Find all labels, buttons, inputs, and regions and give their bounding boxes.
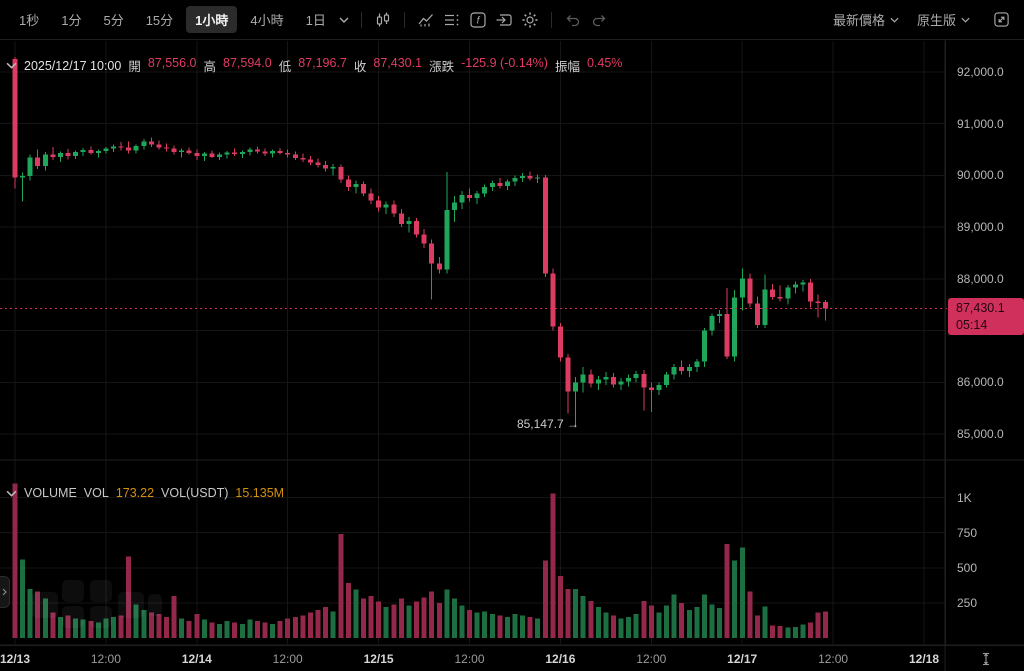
watermark-block — [32, 592, 58, 618]
indicators-icon[interactable] — [413, 7, 439, 33]
toolbar-divider — [403, 11, 405, 28]
price-axis-label: 91,000.0 — [957, 116, 1004, 131]
time-axis-label: 12/13 — [0, 652, 31, 666]
time-axis-label: 12:00 — [454, 652, 485, 666]
volume-axis-label: 1K — [957, 490, 972, 505]
chart-version-label: 原生版 — [916, 13, 956, 28]
time-axis-label: 12/15 — [363, 652, 394, 666]
collapse-chevron-icon[interactable] — [6, 490, 17, 497]
volume-title: VOLUME — [24, 486, 77, 500]
legend-field-label: 收 — [353, 60, 367, 74]
settings-gear-icon[interactable] — [517, 7, 543, 33]
price-mode-dropdown[interactable]: 最新價格 — [833, 10, 899, 29]
chevron-right-icon — [2, 588, 7, 596]
undo-icon[interactable] — [560, 7, 586, 33]
watermark-block — [148, 594, 162, 616]
legend-field-value: 87,196.7 — [298, 56, 347, 70]
price-axis-label: 89,000.0 — [957, 220, 1004, 235]
legend-field-label: 開 — [128, 60, 141, 74]
time-axis-label: 12/14 — [181, 652, 212, 666]
svg-text:f: f — [476, 15, 480, 26]
time-axis-label: 12:00 — [90, 652, 121, 666]
fullscreen-expand-icon[interactable] — [988, 7, 1014, 33]
watermark-block — [62, 606, 84, 628]
time-axis-label: 12/16 — [545, 652, 576, 666]
timeframe-button-15分[interactable]: 15分 — [145, 13, 174, 28]
legend-fields: 開 87,556.0 高 87,594.0 低 87,196.7 收 87,430.1 漲跌 -1… — [128, 56, 622, 75]
watermark-block — [118, 592, 144, 618]
price-axis-label: 88,000.0 — [957, 271, 1004, 286]
watermark-block — [62, 580, 84, 602]
timeframe-button-1分[interactable]: 1分 — [61, 13, 82, 28]
legend-field-value: -125.9 (-0.14%) — [461, 56, 548, 70]
legend-field-value: 173.22 — [115, 486, 155, 500]
time-axis-label: 12/18 — [908, 652, 940, 666]
watermark-block — [90, 580, 112, 602]
display-settings-icon[interactable] — [439, 7, 465, 33]
legend-field-label: 振幅 — [554, 60, 580, 74]
legend-field-value: 87,556.0 — [147, 56, 197, 70]
time-axis[interactable]: 12/13 12:00 12/14 12:00 12/15 12:00 12/16 12:00… — [0, 645, 1024, 671]
legend-field-label: 高 — [203, 60, 217, 74]
exchange-watermark — [32, 580, 162, 636]
volume-fields: VOL 173.22 VOL(USDT) 15.135M — [84, 486, 284, 500]
volume-axis-label: 250 — [957, 595, 978, 610]
time-axis-label: 12:00 — [636, 652, 667, 666]
time-axis-label: 12:00 — [818, 652, 849, 666]
more-timeframes-chevron-down-icon[interactable] — [335, 7, 353, 33]
time-axis-label: 12:00 — [272, 652, 303, 666]
timeframe-button-1小時[interactable]: 1小時 — [186, 6, 238, 33]
time-axis-label: 12/17 — [727, 652, 758, 666]
save-layout-icon[interactable] — [491, 7, 517, 33]
volume-legend: VOLUME VOL 173.22 VOL(USDT) 15.135M — [6, 486, 284, 500]
chevron-down-icon — [961, 17, 970, 23]
volume-axis-label: 750 — [957, 525, 978, 540]
timeframe-button-4小時[interactable]: 4小時 — [250, 13, 284, 28]
legend-field-value: 87,594.0 — [223, 56, 272, 70]
timeframe-button-1秒[interactable]: 1秒 — [19, 13, 40, 28]
candle-countdown: 05:14 — [956, 318, 988, 332]
legend-field-value: 87,430.1 — [373, 56, 423, 70]
legend-datetime: 2025/12/17 10:00 — [24, 58, 122, 73]
toolbar-right-group: 最新價格 原生版 — [833, 7, 1014, 33]
timeframe-button-5分[interactable]: 5分 — [103, 13, 124, 28]
watermark-block — [90, 606, 112, 628]
low-price-annotation: 85,147.7 → — [516, 417, 579, 431]
axis-scale-reset-icon[interactable] — [975, 649, 997, 669]
legend-field-value: 0.45% — [586, 56, 623, 70]
last-price-badge: 87,430.1 05:14 — [948, 298, 1024, 335]
price-axis-label: 86,000.0 — [957, 375, 1004, 390]
legend-field-label: VOL — [83, 486, 109, 500]
fx-indicator-icon[interactable]: f — [465, 7, 491, 33]
legend-field-label: 低 — [278, 60, 292, 74]
chart-area[interactable]: 2025/12/17 10:00 開 87,556.0 高 87,594.0 低 87,1… — [0, 40, 1024, 671]
candlestick-type-icon[interactable] — [370, 7, 396, 33]
ohlc-legend: 2025/12/17 10:00 開 87,556.0 高 87,594.0 低 87,1… — [6, 56, 622, 75]
panel-expand-handle[interactable] — [0, 576, 10, 608]
price-axis-label: 90,000.0 — [957, 168, 1004, 183]
collapse-chevron-icon[interactable] — [6, 62, 17, 69]
price-axis-label: 85,000.0 — [957, 427, 1004, 441]
chart-version-dropdown[interactable]: 原生版 — [917, 10, 970, 29]
timeframe-button-1日[interactable]: 1日 — [305, 13, 326, 28]
toolbar-divider — [550, 11, 552, 28]
chevron-down-icon — [890, 17, 899, 23]
last-price-value: 87,430.1 — [956, 301, 1005, 315]
price-mode-label: 最新價格 — [832, 13, 885, 28]
legend-field-value: 15.135M — [235, 486, 285, 500]
timeframe-group: 1秒 1分 5分 15分 1小時 4小時 1日 — [10, 6, 335, 33]
price-axis-label: 92,000.0 — [957, 65, 1004, 79]
toolbar-divider — [360, 11, 362, 28]
redo-icon[interactable] — [586, 7, 612, 33]
price-axis[interactable] — [945, 40, 1024, 645]
legend-field-label: VOL(USDT) — [161, 486, 229, 500]
chart-toolbar: 1秒 1分 5分 15分 1小時 4小時 1日 — [0, 0, 1024, 40]
legend-field-label: 漲跌 — [429, 60, 455, 74]
volume-axis-label: 500 — [957, 560, 978, 575]
